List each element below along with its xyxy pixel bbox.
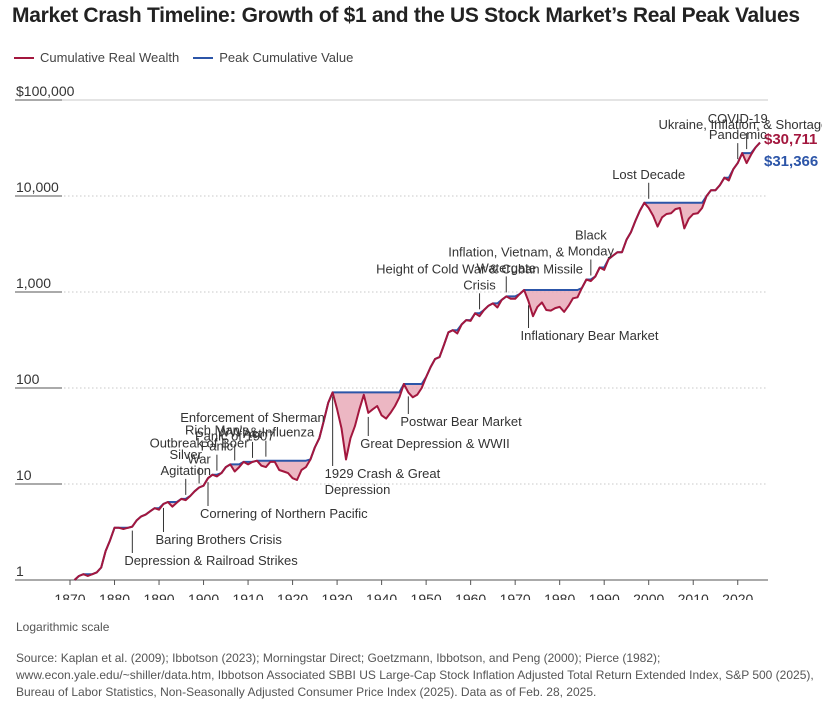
chart-area: 1 10 100 1,000 10,000 $100,000 1870 1880 1890 190…	[15, 83, 822, 600]
legend-swatch-peak	[193, 56, 214, 59]
y-tick-label: 1,000	[16, 275, 51, 291]
annotation-label: Baring Brothers Crisis	[155, 532, 282, 547]
source-note: Source: Kaplan et al. (2009); Ibbotson (…	[16, 650, 816, 701]
annotation-label: Outbreak of Boer War	[150, 435, 250, 466]
annotation-label: Ukraine, Inflation, & Shortages	[658, 117, 822, 132]
annotation-label: COVID-19 Pandemic	[708, 111, 768, 142]
x-tick-label: 2020	[722, 591, 753, 600]
y-tick-label: 1	[16, 563, 24, 579]
source-line: Source: Kaplan et al. (2009); Ibbotson (…	[16, 651, 661, 665]
annotation: COVID-19 Pandemic	[708, 111, 768, 160]
annotation: Rich Man's Panic	[185, 423, 249, 471]
source-line: www.econ.yale.edu/~shiller/data.htm, Ibb…	[16, 668, 814, 682]
annotation-label: Rich Man's Panic	[185, 423, 249, 454]
annotation: Outbreak of Boer War	[150, 435, 250, 484]
annotation-label: Depression & Railroad Strikes	[124, 553, 298, 568]
x-tick-label: 1960	[455, 591, 486, 600]
end-value-label: $31,366	[764, 153, 818, 170]
x-tick-label: 1900	[188, 591, 219, 600]
annotation-label: Enforcement of Sherman Act	[180, 410, 325, 441]
annotation: Silver Agitation	[160, 447, 211, 495]
x-tick-label: 1950	[411, 591, 442, 600]
y-tick-label: 10,000	[16, 179, 59, 195]
annotation-label: Lost Decade	[612, 167, 685, 182]
annotation: Cornering of Northern Pacific	[200, 482, 368, 521]
annotation: Height of Cold War & Cuban Missile Crisis	[376, 261, 583, 310]
annotation-label: Panic of 1907	[195, 428, 275, 443]
scale-note: Logarithmic scale	[16, 620, 110, 634]
annotation: Black Monday	[568, 227, 615, 276]
x-tick-label: 1910	[232, 591, 263, 600]
annotation: Inflation, Vietnam, & Watergate	[448, 244, 565, 293]
annotation: Ukraine, Inflation, & Shortages	[658, 117, 822, 150]
x-tick-label: 1940	[366, 591, 397, 600]
x-tick-label: 2010	[678, 591, 709, 600]
annotation-label: Height of Cold War & Cuban Missile Crisis	[376, 261, 583, 292]
chart-title: Market Crash Timeline: Growth of $1 and …	[12, 4, 800, 27]
x-tick-label: 1990	[589, 591, 620, 600]
annotation: Baring Brothers Crisis	[155, 507, 282, 547]
annotation-label: Inflation, Vietnam, & Watergate	[448, 244, 564, 275]
annotation-label: Black Monday	[568, 227, 615, 258]
annotation: Inflationary Bear Market	[521, 305, 659, 343]
legend-label-peak: Peak Cumulative Value	[219, 50, 354, 65]
x-tick-label: 1970	[500, 591, 531, 600]
annotation: 1929 Crash & Great Depression	[325, 396, 441, 497]
annotation-label: Cornering of Northern Pacific	[200, 506, 368, 521]
annotation: Postwar Bear Market	[400, 396, 522, 429]
annotation-label: Great Depression & WWII	[360, 436, 510, 451]
x-tick-label: 1920	[277, 591, 308, 600]
annotation-label: 1929 Crash & Great Depression	[325, 466, 441, 497]
end-value-label: $30,711	[764, 131, 817, 148]
annotation: Lost Decade	[612, 167, 685, 199]
legend-swatch-wealth	[14, 56, 34, 59]
x-tick-label: 1870	[54, 591, 85, 600]
annotation: Great Depression & WWII	[360, 416, 510, 451]
x-tick-label: 1980	[544, 591, 575, 600]
annotation-label: Inflationary Bear Market	[521, 328, 659, 343]
y-tick-label: 100	[16, 371, 40, 387]
y-tick-label: $100,000	[16, 83, 75, 99]
y-tick-label: 10	[16, 467, 32, 483]
legend-label-wealth: Cumulative Real Wealth	[40, 50, 180, 65]
annotation-label: Postwar Bear Market	[400, 414, 522, 429]
source-line: Bureau of Labor Statistics, Non-Seasonal…	[16, 685, 597, 699]
real-wealth-line	[73, 141, 761, 581]
annotation: Enforcement of Sherman Act	[180, 410, 325, 458]
legend-item-wealth: Cumulative Real Wealth	[14, 50, 179, 65]
x-tick-label: 1890	[143, 591, 174, 600]
x-tick-label: 1880	[99, 591, 130, 600]
annotation: Depression & Railroad Strikes	[124, 530, 298, 568]
annotation-label: Silver Agitation	[160, 447, 211, 478]
drawdown-area	[74, 142, 760, 580]
legend-item-peak: Peak Cumulative Value	[193, 50, 353, 65]
x-tick-label: 1930	[322, 591, 353, 600]
annotation-label: WWI & Influenza	[217, 425, 315, 440]
annotation: WWI & Influenza	[217, 425, 315, 457]
x-tick-label: 2000	[633, 591, 664, 600]
legend: Cumulative Real Wealth Peak Cumulative V…	[14, 50, 367, 65]
annotation: Panic of 1907	[195, 428, 275, 461]
